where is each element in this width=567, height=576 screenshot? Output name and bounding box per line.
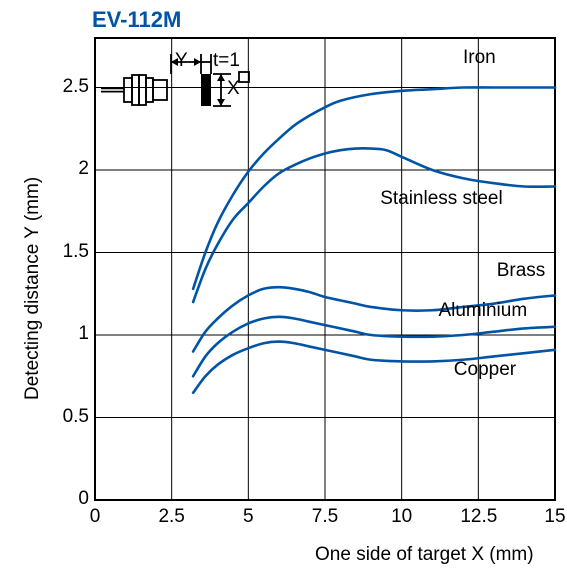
series-label-aluminium: Aluminium (438, 300, 527, 322)
diagram-x-label: X (227, 78, 240, 100)
chart-title: EV-112M (92, 7, 181, 33)
series-label-stainless-steel: Stainless steel (380, 188, 503, 210)
diagram-t-label: t=1 (213, 50, 240, 72)
x-tick-label: 15 (537, 506, 567, 528)
y-tick-label: 0 (51, 488, 89, 510)
x-axis-label: One side of target X (mm) (315, 544, 534, 566)
x-tick-label: 5 (230, 506, 266, 528)
x-tick-label: 2.5 (154, 506, 190, 528)
series-label-brass: Brass (497, 260, 546, 282)
chart-container: EV-112M Detecting distance Y (mm) One si… (0, 0, 567, 576)
series-label-iron: Iron (463, 47, 496, 69)
series-label-copper: Copper (454, 359, 516, 381)
y-tick-label: 2 (51, 158, 89, 180)
x-tick-label: 7.5 (307, 506, 343, 528)
y-axis-label: Detecting distance Y (mm) (22, 177, 44, 400)
x-tick-label: 10 (384, 506, 420, 528)
y-tick-label: 1.5 (51, 241, 89, 263)
y-tick-label: 1 (51, 323, 89, 345)
y-tick-label: 0.5 (51, 406, 89, 428)
x-tick-label: 12.5 (460, 506, 496, 528)
y-tick-label: 2.5 (51, 76, 89, 98)
diagram-y-label: Y (175, 50, 188, 72)
